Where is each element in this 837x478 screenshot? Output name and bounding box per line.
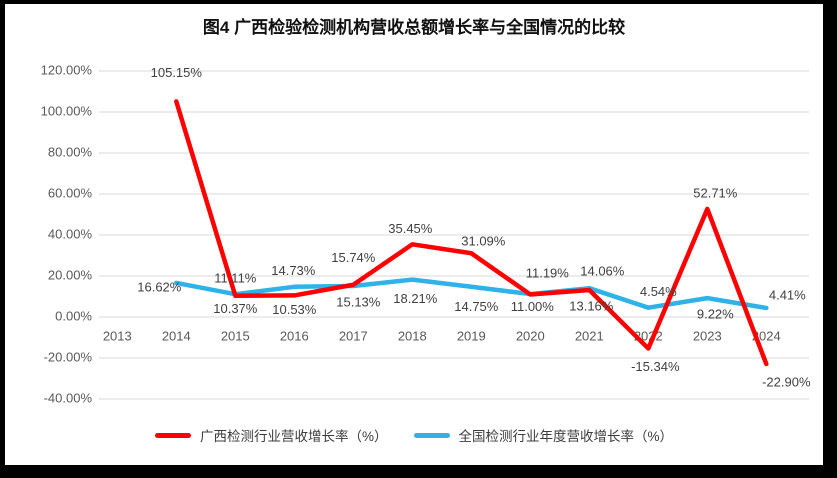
data-label: 16.62% xyxy=(137,279,182,294)
data-label: 15.13% xyxy=(336,294,381,309)
legend-label-national: 全国检测行业年度营收增长率（%） xyxy=(458,429,674,444)
data-label: -15.34% xyxy=(631,359,680,374)
x-tick-label: 2018 xyxy=(398,328,427,343)
x-tick-label: 2013 xyxy=(103,328,132,343)
x-tick-label: 2017 xyxy=(339,328,368,343)
legend: 广西检测行业营收增长率（%） 全国检测行业年度营收增长率（%） xyxy=(5,425,823,445)
y-tick-label: 20.00% xyxy=(48,267,93,282)
x-tick-label: 2014 xyxy=(162,328,191,343)
x-tick-label: 2015 xyxy=(221,328,250,343)
legend-swatch-red-line xyxy=(154,432,191,438)
data-label: 13.16% xyxy=(569,298,614,313)
y-tick-label: 40.00% xyxy=(48,226,93,241)
data-label: 10.37% xyxy=(213,301,258,316)
y-tick-label: -40.00% xyxy=(44,390,93,405)
data-label: 105.15% xyxy=(151,65,203,80)
data-label: -22.90% xyxy=(762,374,811,389)
legend-label-guangxi: 广西检测行业营收增长率（%） xyxy=(199,429,388,444)
legend-item-guangxi: 广西检测行业营收增长率（%） xyxy=(154,425,388,445)
x-tick-label: 2019 xyxy=(457,328,486,343)
legend-swatch-blue-line xyxy=(413,432,450,438)
y-tick-label: 0.00% xyxy=(55,308,92,323)
y-tick-label: 80.00% xyxy=(48,144,93,159)
data-label: 4.54% xyxy=(640,284,677,299)
x-tick-label: 2020 xyxy=(516,328,545,343)
x-tick-label: 2016 xyxy=(280,328,309,343)
chart-title: 图4 广西检验检测机构营收总额增长率与全国情况的比较 xyxy=(202,18,626,37)
data-label: 35.45% xyxy=(388,221,433,236)
data-label: 11.00% xyxy=(511,299,555,314)
y-tick-label: 60.00% xyxy=(48,185,93,200)
x-tick-label: 2021 xyxy=(575,328,604,343)
y-tick-label: 100.00% xyxy=(41,103,93,118)
data-label: 18.21% xyxy=(393,291,438,306)
x-tick-label: 2023 xyxy=(693,328,722,343)
series-line xyxy=(174,99,769,367)
chart-canvas: 图4 广西检验检测机构营收总额增长率与全国情况的比较 120.00% 100.00… xyxy=(5,4,823,465)
data-label: 10.53% xyxy=(272,302,317,317)
data-label: 14.06% xyxy=(580,264,625,279)
y-tick-label: -20.00% xyxy=(44,349,93,364)
data-label: 9.22% xyxy=(697,307,734,322)
data-label: 14.73% xyxy=(271,263,316,278)
data-label: 11.11% xyxy=(214,271,257,286)
data-label: 15.74% xyxy=(331,250,376,265)
data-label: 11.19% xyxy=(526,265,570,280)
data-label: 52.71% xyxy=(693,185,738,200)
legend-item-national: 全国检测行业年度营收增长率（%） xyxy=(413,425,674,445)
data-label: 31.09% xyxy=(461,234,506,249)
y-tick-label: 120.00% xyxy=(41,62,93,77)
data-label: 4.41% xyxy=(769,287,806,302)
data-label: 14.75% xyxy=(454,299,499,314)
line-chart: 120.00% 100.00% 80.00% 60.00% 40.00% 20.00% 0.… xyxy=(41,62,811,405)
